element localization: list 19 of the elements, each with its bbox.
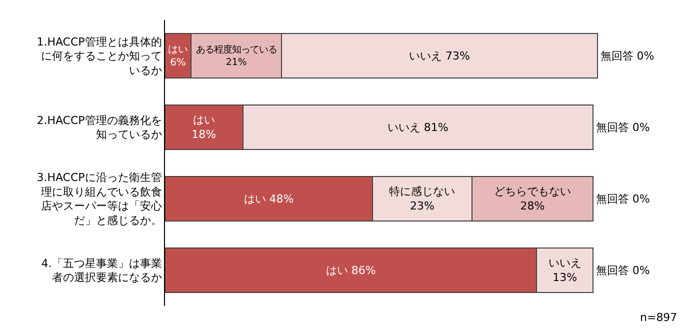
data-label: はい 86%	[326, 264, 376, 277]
data-label: 無回答 0%	[596, 192, 650, 206]
y-tick-label: 3.HACCPに沿った衛生管理に取り組んでいる飲食店やスーパー等は「安心だ」と感じるか。	[36, 171, 162, 228]
data-label: 無回答 0%	[600, 49, 654, 62]
text: n=897	[640, 311, 678, 324]
data-label: 無回答 0%	[596, 264, 650, 277]
y-tick-label: 2.HACCP管理の義務化を知っているか	[36, 114, 162, 142]
data-label: はい 6%	[168, 44, 188, 68]
data-label: 無回答 0%	[596, 120, 650, 134]
data-label: ある程度知っている 21%	[196, 44, 277, 68]
y-tick-label: 1.HACCP管理とは具体的に何をすることか知っているか	[36, 35, 162, 77]
data-label: どちらでもない 28%	[494, 185, 571, 212]
data-label: 特に感じない 23%	[389, 185, 456, 212]
data-label: はい 48%	[244, 192, 294, 206]
data-label: いいえ 81%	[387, 120, 448, 134]
data-label: はい 18%	[192, 114, 216, 141]
y-tick-label: 4.「五つ星事業」は事業者の選択要素になるか	[41, 256, 162, 284]
data-label: いいえ 13%	[548, 256, 582, 284]
data-label: いいえ 73%	[409, 49, 470, 62]
